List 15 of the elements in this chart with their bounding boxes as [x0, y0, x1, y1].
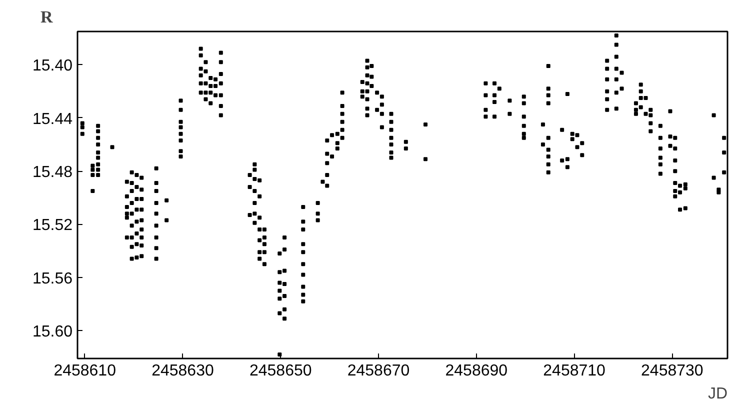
x-tick-label: 2458670 [347, 362, 410, 380]
y-axis-title: R [40, 8, 54, 26]
x-axis-title: JD [708, 386, 728, 402]
x-tick-label: 2458650 [249, 362, 312, 380]
x-tick-label: 2458710 [543, 362, 606, 380]
x-tick-label: 2458690 [445, 362, 508, 380]
y-tick-label: 15.60 [32, 324, 73, 341]
y-tick-label: 15.56 [32, 270, 73, 288]
y-tick-label: 15.44 [32, 110, 73, 128]
y-tick-label: 15.40 [32, 58, 73, 75]
y-tick-label: 15.52 [32, 217, 73, 234]
x-tick-label: 2458730 [641, 362, 704, 380]
x-tick-label: 2458630 [152, 362, 214, 380]
x-tick-label: 2458610 [54, 362, 116, 380]
y-tick-label: 15.48 [32, 164, 73, 182]
